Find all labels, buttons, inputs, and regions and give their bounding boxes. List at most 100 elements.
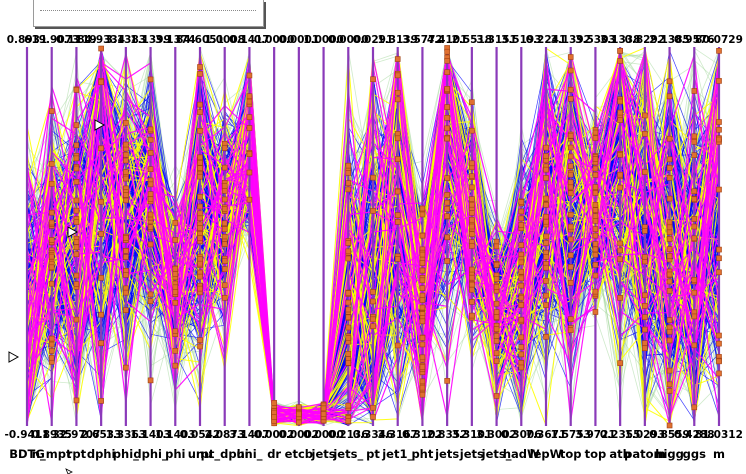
axis-marker — [617, 360, 623, 366]
axis-pointers — [8, 119, 106, 474]
axis-max-label: 0.0000 — [254, 34, 295, 46]
axis-marker — [493, 393, 500, 399]
axis-min-label: 0.3346 — [353, 429, 394, 441]
axis-marker — [73, 244, 80, 251]
axis-title: etcb — [285, 447, 313, 461]
axis-marker — [493, 276, 500, 283]
axis-marker — [123, 254, 129, 260]
axis-max-label: 84.6051 — [176, 34, 224, 46]
axis-min-label: 2.6533 — [81, 429, 122, 441]
axis-max-label: 3.5303 — [575, 34, 616, 46]
axis-marker — [592, 232, 599, 239]
axis-marker — [493, 326, 500, 332]
axis-marker — [567, 86, 574, 93]
axis-marker — [493, 238, 500, 245]
axis-marker — [419, 364, 426, 370]
axis-min-label: 1.0293 — [625, 429, 666, 441]
axis-marker — [642, 303, 648, 309]
axis-title: phi_ — [113, 447, 139, 462]
axis-marker — [518, 364, 525, 371]
axis-min-label: 0.0002 — [254, 429, 295, 441]
axis-max-label: 2.1385 — [649, 34, 690, 46]
axis-marker — [48, 219, 55, 226]
axis-marker — [444, 115, 450, 121]
axis-marker — [518, 222, 525, 228]
axis-marker — [73, 219, 80, 225]
axis-marker — [666, 367, 673, 374]
axis-marker — [469, 196, 475, 202]
axis-marker — [419, 205, 426, 212]
axis-marker — [691, 196, 698, 203]
axis-marker — [592, 246, 599, 253]
axis-marker — [592, 251, 599, 258]
axis-marker — [73, 251, 80, 258]
axis-min-label: 1.5753 — [550, 429, 591, 441]
axis-marker — [592, 190, 599, 196]
axis-marker — [147, 291, 154, 298]
axis-min-label: 3.1407 — [229, 429, 270, 441]
axis-marker — [469, 223, 475, 230]
axis-marker — [419, 384, 426, 391]
axis-marker — [666, 78, 673, 85]
axis-title: BDTG — [9, 447, 45, 461]
axis-marker — [98, 231, 104, 237]
axis-marker — [592, 201, 599, 208]
axis-title: pt_dphi — [201, 447, 249, 462]
axis-marker — [543, 278, 549, 284]
axis-marker — [345, 314, 352, 321]
axis-marker — [617, 48, 623, 54]
axis-marker — [716, 340, 722, 347]
axis-marker — [469, 184, 475, 191]
axis-min-label: 32.9707 — [53, 429, 101, 441]
axis-marker — [567, 223, 574, 230]
axis-marker — [642, 112, 648, 119]
axis-title: jets — [311, 447, 336, 461]
axis-marker — [147, 166, 154, 173]
axis-marker — [567, 153, 574, 160]
axis-marker — [221, 266, 228, 272]
axis-marker — [666, 317, 673, 323]
axis-marker — [444, 234, 450, 241]
axis-marker — [666, 174, 673, 181]
axis-marker — [567, 144, 574, 151]
axis-marker — [642, 169, 648, 175]
axis-marker — [543, 264, 549, 271]
axis-marker — [197, 337, 203, 343]
axis-marker — [394, 256, 401, 262]
axis-marker — [221, 196, 228, 203]
axis-marker — [518, 302, 525, 308]
axis-marker — [518, 351, 525, 358]
axis-marker — [73, 207, 80, 214]
axis-marker — [345, 240, 352, 246]
axis-marker — [567, 171, 574, 178]
axis-marker — [666, 165, 673, 171]
axis-marker — [197, 225, 203, 231]
axis-title: jets — [434, 447, 459, 461]
legend-swatch-row — [40, 10, 256, 11]
axis-marker — [48, 180, 55, 187]
axis-marker — [592, 135, 599, 141]
axis-marker — [73, 155, 80, 162]
axis-marker — [444, 69, 450, 75]
axis-marker — [73, 197, 80, 204]
axis-marker — [394, 135, 401, 142]
axis-marker — [221, 164, 228, 171]
axis-min-label: 0.3006 — [501, 429, 542, 441]
axis-max-label: 3.1338 — [600, 34, 641, 46]
axis-marker — [345, 306, 352, 313]
axis-marker — [271, 400, 277, 406]
axis-marker — [123, 197, 129, 204]
axis-max-label: 1.3139 — [377, 34, 418, 46]
axis-marker — [567, 236, 574, 243]
axis-marker — [73, 122, 80, 128]
axis-marker — [469, 281, 475, 288]
axis-marker — [345, 162, 352, 169]
axis-marker — [147, 377, 154, 384]
axis-title: higg — [655, 447, 684, 461]
axis-marker — [394, 72, 401, 79]
axis-marker — [345, 170, 352, 176]
axis-marker — [246, 114, 253, 120]
axis-marker — [419, 354, 426, 361]
axis-marker — [666, 422, 673, 429]
axis-marker — [419, 318, 426, 325]
